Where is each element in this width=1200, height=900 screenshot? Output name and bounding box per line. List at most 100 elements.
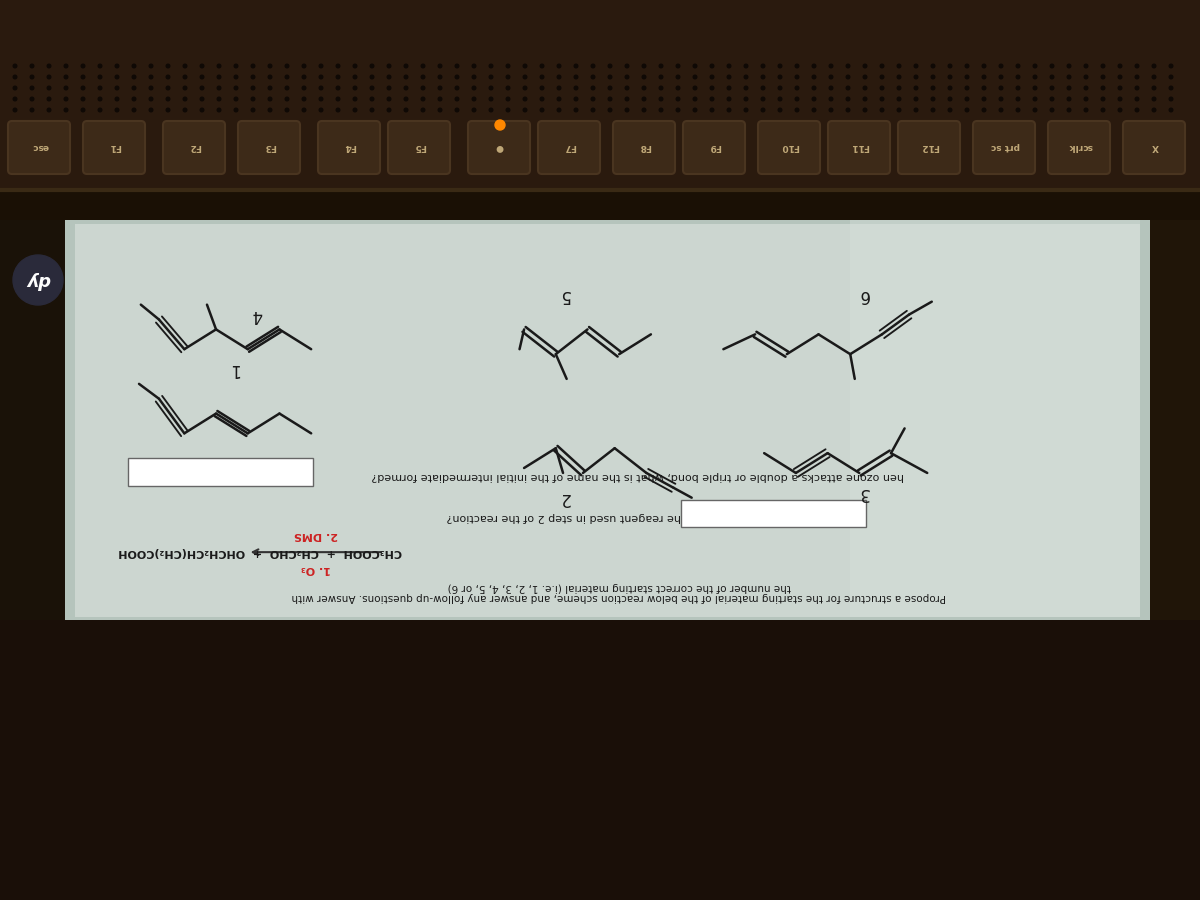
Circle shape	[490, 76, 493, 79]
Circle shape	[13, 76, 17, 79]
Circle shape	[761, 76, 764, 79]
Circle shape	[234, 76, 238, 79]
Circle shape	[1169, 86, 1172, 90]
Circle shape	[881, 86, 883, 90]
Circle shape	[302, 76, 306, 79]
Circle shape	[269, 97, 272, 101]
Circle shape	[540, 76, 544, 79]
Circle shape	[149, 97, 152, 101]
Circle shape	[575, 76, 578, 79]
Text: 6: 6	[858, 286, 869, 304]
Circle shape	[370, 64, 374, 68]
Text: esc: esc	[31, 142, 48, 151]
Circle shape	[184, 108, 187, 112]
Circle shape	[575, 108, 578, 112]
Circle shape	[1152, 86, 1156, 90]
Circle shape	[778, 86, 782, 90]
Text: Propose a structure for the starting material of the below reaction scheme, and : Propose a structure for the starting mat…	[292, 591, 947, 601]
Text: hat is the name of the reagent used in step 2 of the reaction?: hat is the name of the reagent used in s…	[446, 512, 792, 523]
Circle shape	[608, 108, 612, 112]
Circle shape	[404, 64, 408, 68]
Circle shape	[336, 76, 340, 79]
Circle shape	[540, 64, 544, 68]
Circle shape	[388, 64, 391, 68]
Circle shape	[744, 64, 748, 68]
Text: prt sc: prt sc	[990, 142, 1020, 151]
Circle shape	[557, 108, 560, 112]
FancyBboxPatch shape	[828, 121, 890, 174]
Circle shape	[251, 64, 254, 68]
Circle shape	[1135, 64, 1139, 68]
Circle shape	[302, 97, 306, 101]
Circle shape	[200, 76, 204, 79]
Circle shape	[1000, 86, 1003, 90]
Circle shape	[625, 86, 629, 90]
Circle shape	[778, 108, 782, 112]
Circle shape	[404, 97, 408, 101]
Circle shape	[132, 64, 136, 68]
Circle shape	[659, 86, 662, 90]
Circle shape	[13, 86, 17, 90]
Circle shape	[694, 64, 697, 68]
Circle shape	[217, 86, 221, 90]
Circle shape	[166, 64, 170, 68]
Circle shape	[217, 64, 221, 68]
Circle shape	[269, 76, 272, 79]
FancyBboxPatch shape	[163, 121, 226, 174]
Circle shape	[846, 76, 850, 79]
Circle shape	[829, 64, 833, 68]
Circle shape	[82, 76, 85, 79]
Circle shape	[149, 64, 152, 68]
Circle shape	[370, 97, 374, 101]
Text: 4: 4	[252, 305, 262, 323]
Circle shape	[982, 64, 986, 68]
Text: hen ozone attacks a double or triple bond, what is the name of the initial inter: hen ozone attacks a double or triple bon…	[371, 471, 904, 481]
Circle shape	[727, 86, 731, 90]
Circle shape	[438, 108, 442, 112]
Circle shape	[1033, 64, 1037, 68]
Circle shape	[914, 86, 918, 90]
Circle shape	[1152, 76, 1156, 79]
Circle shape	[388, 76, 391, 79]
Circle shape	[1050, 97, 1054, 101]
Circle shape	[65, 76, 68, 79]
Text: X: X	[1152, 142, 1158, 151]
Circle shape	[710, 108, 714, 112]
FancyBboxPatch shape	[973, 121, 1034, 174]
FancyBboxPatch shape	[898, 121, 960, 174]
Circle shape	[1169, 64, 1172, 68]
Circle shape	[438, 64, 442, 68]
Circle shape	[881, 108, 883, 112]
Text: ●: ●	[496, 142, 504, 151]
Circle shape	[388, 108, 391, 112]
Circle shape	[286, 97, 289, 101]
Circle shape	[677, 76, 679, 79]
Circle shape	[370, 76, 374, 79]
Circle shape	[575, 64, 578, 68]
Text: 1: 1	[229, 360, 240, 378]
Circle shape	[796, 97, 799, 101]
Text: CH₃COOH  +  CH₂CHO  +  OHCH₂CH(CH₂)COOH: CH₃COOH + CH₂CHO + OHCH₂CH(CH₂)COOH	[118, 547, 402, 557]
Circle shape	[473, 76, 475, 79]
Circle shape	[710, 86, 714, 90]
Circle shape	[353, 108, 356, 112]
Circle shape	[982, 76, 986, 79]
Circle shape	[286, 64, 289, 68]
Circle shape	[1102, 108, 1105, 112]
Circle shape	[608, 76, 612, 79]
Circle shape	[1135, 97, 1139, 101]
FancyBboxPatch shape	[83, 121, 145, 174]
Circle shape	[1102, 86, 1105, 90]
Circle shape	[47, 108, 50, 112]
Circle shape	[336, 97, 340, 101]
Circle shape	[1084, 76, 1087, 79]
Circle shape	[1102, 76, 1105, 79]
Circle shape	[829, 76, 833, 79]
Circle shape	[540, 108, 544, 112]
Circle shape	[319, 86, 323, 90]
Circle shape	[829, 108, 833, 112]
Circle shape	[557, 86, 560, 90]
Circle shape	[557, 76, 560, 79]
Text: 5: 5	[559, 286, 570, 304]
Circle shape	[82, 86, 85, 90]
